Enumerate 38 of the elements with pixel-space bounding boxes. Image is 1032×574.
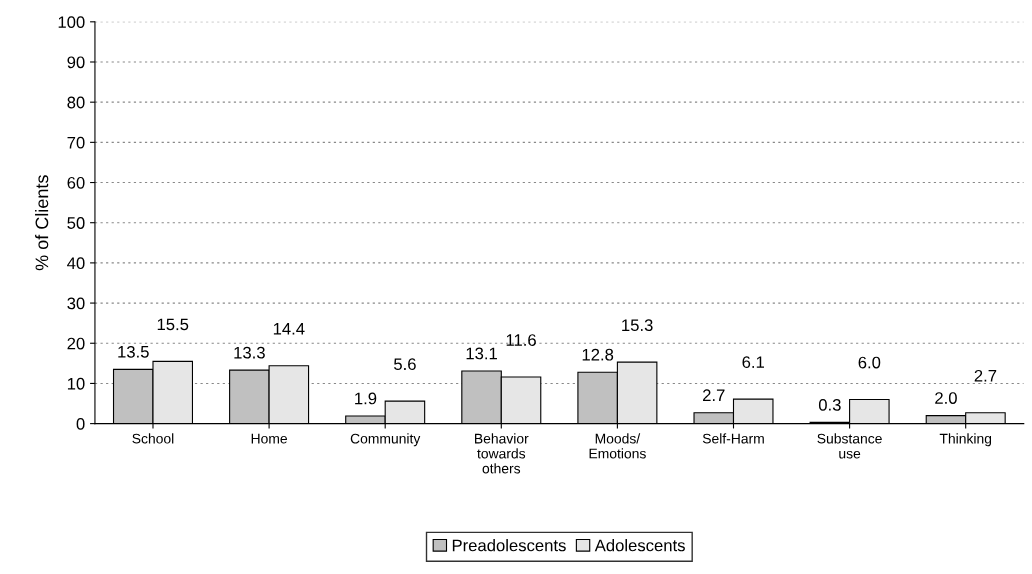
x-tick-label: Moods/ Emotions [589, 433, 646, 459]
data-label: 12.8 [582, 348, 614, 361]
legend-label: Adolescents [594, 539, 685, 552]
y-tick-label: 20 [67, 337, 85, 350]
x-tick-label: Self-Harm [702, 433, 764, 444]
y-axis-title: % of Clients [35, 175, 49, 271]
data-label: 11.6 [506, 334, 536, 346]
x-tick-label: Thinking [939, 433, 992, 447]
y-tick-label: 10 [67, 377, 85, 390]
x-tick-label: Home [251, 433, 287, 444]
y-tick-label: 40 [67, 257, 85, 270]
y-tick-label: 90 [67, 56, 85, 69]
legend-label: Preadolescents [452, 539, 566, 552]
x-tick-label: Community [350, 433, 421, 447]
y-tick-label: 0 [76, 418, 85, 430]
y-tick-label: 50 [67, 217, 85, 229]
data-label: 2.7 [703, 389, 725, 401]
data-label: 2.7 [974, 369, 997, 382]
data-label: 6.1 [742, 356, 764, 369]
data-label: 0.3 [818, 398, 841, 411]
y-tick-label: 70 [67, 136, 85, 149]
y-tick-label: 60 [67, 176, 85, 189]
data-label: 13.5 [118, 345, 149, 358]
y-tick-label: 30 [67, 297, 85, 310]
y-tick-label: 80 [67, 96, 85, 109]
data-label: 5.6 [394, 358, 416, 371]
data-label: 15.5 [157, 318, 189, 331]
data-label: 13.3 [234, 346, 265, 359]
x-tick-label: Behavior towards others [475, 433, 529, 474]
data-label: 1.9 [355, 392, 377, 405]
data-label: 13.1 [466, 347, 497, 360]
x-tick-label: Substance use [817, 433, 882, 459]
data-label: 6.0 [858, 356, 881, 369]
y-tick-label: 100 [58, 16, 85, 29]
data-label: 14.4 [273, 323, 305, 335]
data-label: 2.0 [935, 392, 957, 404]
data-label: 15.3 [622, 319, 653, 332]
x-tick-label: School [132, 433, 174, 444]
